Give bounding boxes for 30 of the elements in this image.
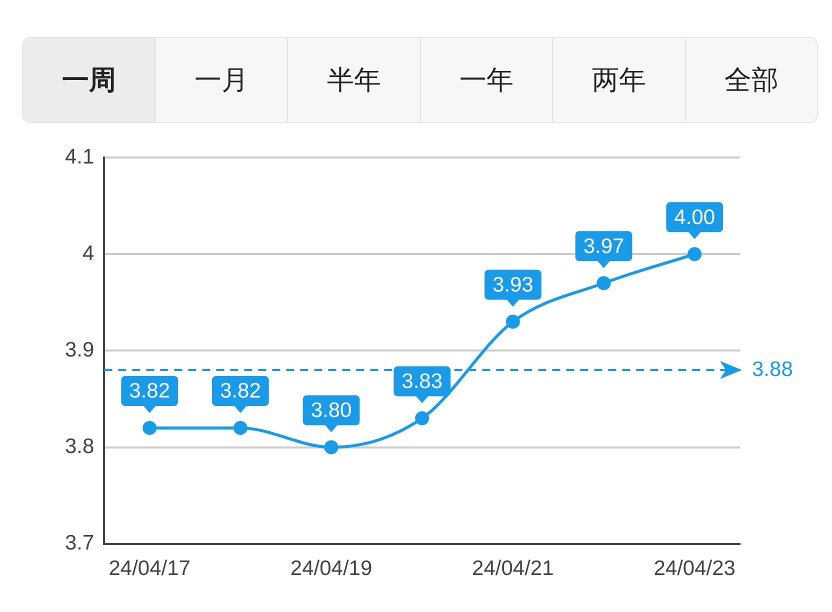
point bbox=[233, 420, 248, 435]
text: 半年 bbox=[287, 38, 420, 122]
text: 全部 bbox=[684, 38, 817, 122]
data-label: 3.97 bbox=[583, 234, 624, 258]
text: 一月 bbox=[154, 38, 287, 122]
text: 一周 bbox=[23, 38, 154, 122]
data-label: 4.00 bbox=[674, 206, 716, 229]
x-tick-label: 24/04/21 bbox=[472, 557, 554, 580]
y-tick-label: 4 bbox=[82, 242, 95, 265]
x-tick-label: 24/04/23 bbox=[654, 557, 736, 580]
ref-line-label: 3.88 bbox=[752, 358, 793, 381]
x-tick-label: 24/04/19 bbox=[290, 557, 372, 580]
y-tick-label: 4.1 bbox=[64, 145, 94, 168]
text: 两年 bbox=[552, 38, 684, 122]
data-label: 3.82 bbox=[220, 380, 261, 403]
point bbox=[142, 420, 157, 435]
data-label: 3.80 bbox=[310, 399, 352, 422]
data-label: 3.83 bbox=[402, 370, 443, 394]
text: 一年 bbox=[420, 38, 552, 122]
x-tick-label: 24/04/17 bbox=[108, 557, 190, 580]
data-label: 3.82 bbox=[129, 380, 170, 403]
point bbox=[324, 440, 338, 454]
y-tick-label: 3.9 bbox=[64, 338, 94, 362]
point bbox=[596, 276, 611, 290]
data-label: 3.93 bbox=[492, 274, 534, 297]
point bbox=[688, 247, 702, 262]
point bbox=[506, 314, 520, 329]
y-tick-label: 3.8 bbox=[64, 435, 94, 458]
y-tick-label: 3.7 bbox=[64, 532, 94, 555]
point bbox=[415, 411, 430, 426]
